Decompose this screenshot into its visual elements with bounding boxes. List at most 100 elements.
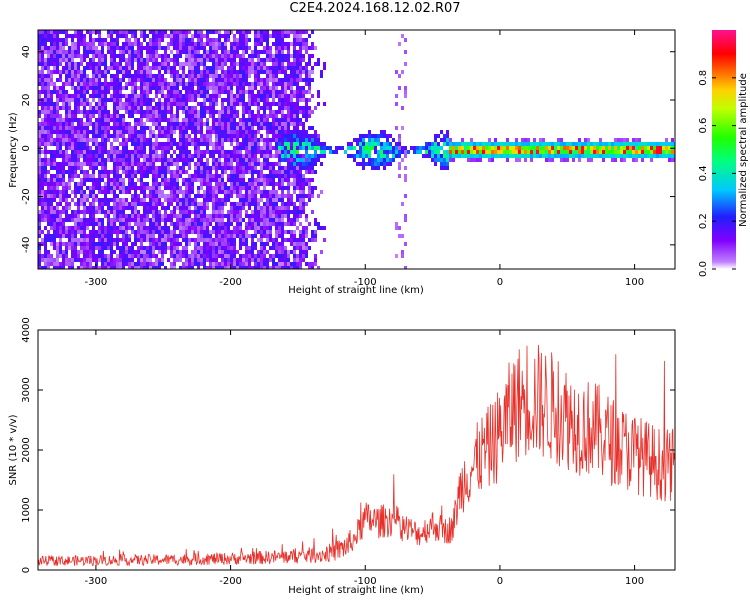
spectrogram-cell <box>281 78 284 82</box>
spectrogram-cell <box>263 62 266 66</box>
spectrogram-cell <box>104 102 107 106</box>
spectrogram-cell <box>71 38 74 42</box>
spectrogram-cell <box>104 66 107 70</box>
spectrogram-cell <box>65 62 68 66</box>
spectrogram-cell <box>59 230 62 234</box>
spectrogram-cell <box>314 262 317 266</box>
spectrogram-cell <box>113 210 116 214</box>
spectrogram-cell <box>89 234 92 238</box>
spectrogram-cell <box>92 226 95 230</box>
spectrogram-cell <box>176 174 179 178</box>
spectrogram-cell <box>176 214 179 218</box>
spectrogram-cell <box>191 142 194 146</box>
spectrogram-cell <box>50 190 53 194</box>
spectrogram-cell <box>242 142 245 146</box>
spectrogram-cell <box>224 262 227 266</box>
spectrogram-cell <box>179 202 182 206</box>
spectrogram-cell <box>71 166 74 170</box>
spectrogram-cell <box>194 54 197 58</box>
spectrogram-cell <box>218 82 221 86</box>
spectrogram-cell <box>185 214 188 218</box>
spectrogram-cell <box>248 46 251 50</box>
spectrogram-cell <box>275 230 278 234</box>
spectrogram-cell <box>65 42 68 46</box>
spectrogram-cell <box>41 82 44 86</box>
spectrogram-cell <box>263 258 266 262</box>
spectrogram-cell <box>212 250 215 254</box>
spectrogram-cell <box>56 54 59 58</box>
spectrogram-cell <box>101 258 104 262</box>
spectrogram-cell <box>134 254 137 258</box>
spectrogram-cell <box>167 110 170 114</box>
spectrogram-cell <box>308 110 311 114</box>
spectrogram-cell <box>251 242 254 246</box>
spectrogram-cell <box>74 42 77 46</box>
spectrogram-cell <box>182 250 185 254</box>
spectrogram-cell <box>251 170 254 174</box>
spectrogram-cell <box>197 214 200 218</box>
spectrogram-cell <box>41 78 44 82</box>
spectrogram-cell <box>131 258 134 262</box>
spectrogram-cell <box>161 150 164 154</box>
spectrogram-cell <box>215 178 218 182</box>
spectrogram-cell <box>71 218 74 222</box>
spectrogram-cell <box>302 254 305 258</box>
spectrogram-cell <box>116 66 119 70</box>
spectrogram-cell <box>257 114 260 118</box>
spectrogram-cell <box>374 150 377 154</box>
spectrogram-cell <box>158 170 161 174</box>
spectrogram-cell <box>104 86 107 90</box>
spectrogram-cell <box>305 234 308 238</box>
spectrogram-cell <box>191 138 194 142</box>
spectrogram-cell <box>62 258 65 262</box>
spectrogram-cell <box>278 130 281 134</box>
spectrogram-cell <box>155 154 158 158</box>
spectrogram-cell <box>107 202 110 206</box>
spectrogram-cell <box>344 150 347 154</box>
spectrogram-cell <box>263 158 266 162</box>
spectrogram-cell <box>119 190 122 194</box>
spectrogram-cell <box>149 98 152 102</box>
spectrogram-cell <box>44 50 47 54</box>
spectrogram-cell <box>233 158 236 162</box>
spectrogram-cell <box>161 142 164 146</box>
spectrogram-cell <box>275 46 278 50</box>
spectrogram-cell <box>197 206 200 210</box>
spectrogram-cell <box>122 242 125 246</box>
spectrogram-cell <box>194 206 197 210</box>
spectrogram-cell <box>47 70 50 74</box>
spectrogram-cell <box>74 238 77 242</box>
spectrogram-cell <box>173 266 176 269</box>
spectrogram-cell <box>83 58 86 62</box>
spectrogram-cell <box>71 230 74 234</box>
spectrogram-cell <box>140 250 143 254</box>
spectrogram-cell <box>38 226 41 230</box>
spectrogram-cell <box>290 30 293 34</box>
spectrogram-cell <box>98 82 101 86</box>
spectrogram-cell <box>200 186 203 190</box>
spectrogram-cell <box>59 202 62 206</box>
spectrogram-cell <box>191 46 194 50</box>
spectrogram-cell <box>131 66 134 70</box>
spectrogram-cell <box>404 146 407 150</box>
spectrogram-cell <box>239 66 242 70</box>
spectrogram-cell <box>299 214 302 218</box>
spectrogram-cell <box>200 38 203 42</box>
spectrogram-cell <box>71 142 74 146</box>
spectrogram-cell <box>47 102 50 106</box>
spectrogram-cell <box>215 194 218 198</box>
spectrogram-cell <box>194 214 197 218</box>
spectrogram-cell <box>80 182 83 186</box>
spectrogram-cell <box>203 254 206 258</box>
spectrogram-cell <box>86 222 89 226</box>
spectrogram-cell <box>278 146 281 150</box>
spectrogram-cell <box>74 70 77 74</box>
spectrogram-cell <box>83 258 86 262</box>
spectrogram-cell <box>257 122 260 126</box>
spectrogram-cell <box>191 186 194 190</box>
spectrogram-cell <box>134 162 137 166</box>
spectrogram-cell <box>149 202 152 206</box>
spectrogram-cell <box>254 266 257 269</box>
spectrogram-cell <box>236 250 239 254</box>
spectrogram-cell <box>242 234 245 238</box>
